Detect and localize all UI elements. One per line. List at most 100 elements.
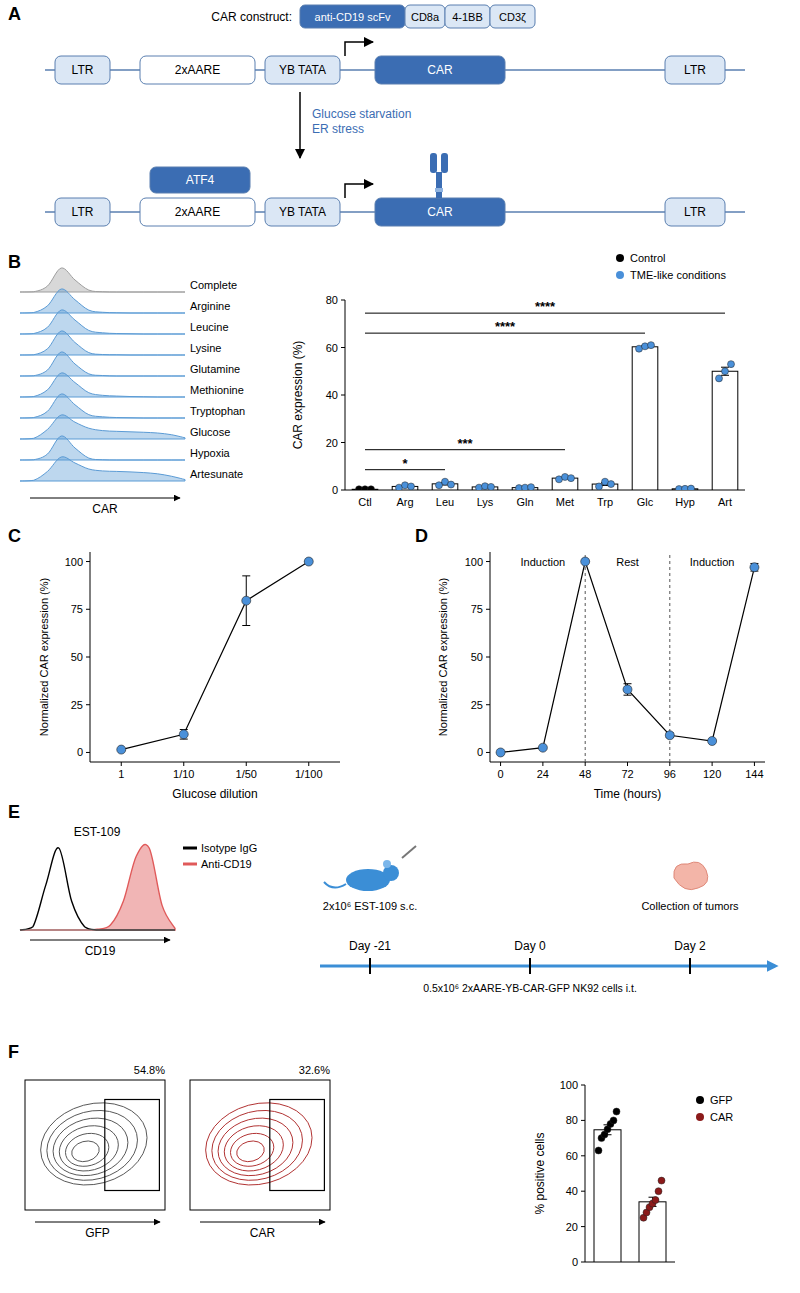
density-area xyxy=(20,268,185,292)
domain-label: CD8a xyxy=(411,11,440,23)
y-tick-label: 80 xyxy=(326,294,338,306)
x-tick-label: Met xyxy=(556,496,574,508)
axis-title: Normalized CAR expression (%) xyxy=(437,578,449,736)
y-tick-label: 40 xyxy=(326,389,338,401)
x-tick xyxy=(121,762,122,766)
error-cap xyxy=(242,575,250,576)
stimulus-label: ER stress xyxy=(312,122,364,136)
stimulus-label: Glucose starvation xyxy=(312,107,411,121)
y-tick-label: 100 xyxy=(465,556,483,568)
point xyxy=(613,1108,620,1115)
point xyxy=(179,730,188,739)
y-tick-label: 0 xyxy=(572,1256,578,1268)
element xyxy=(55,56,110,84)
x-tick-label: 1/50 xyxy=(236,768,257,780)
density-area xyxy=(20,436,185,460)
density-curve xyxy=(20,848,175,930)
y-tick-label: 0 xyxy=(77,746,83,758)
point xyxy=(568,475,575,482)
x-tick-label: 120 xyxy=(703,768,721,780)
contour xyxy=(69,1138,101,1165)
timeline-axis xyxy=(320,965,775,968)
y-tick-label: 80 xyxy=(566,1114,578,1126)
x-tick-label: Ctl xyxy=(358,496,371,508)
y-tick xyxy=(581,1191,585,1192)
contour xyxy=(31,1091,156,1196)
axis-arrow xyxy=(200,1222,325,1223)
point xyxy=(538,743,547,752)
point xyxy=(595,1147,602,1154)
x-tick-label: 96 xyxy=(664,768,676,780)
point xyxy=(688,485,695,490)
line xyxy=(501,562,755,753)
day-label: Day -21 xyxy=(349,939,391,953)
density-area xyxy=(20,457,185,481)
density-area xyxy=(20,289,185,313)
legend-label: CAR xyxy=(710,1111,733,1123)
panel-label: A xyxy=(8,4,21,24)
axis-title: CAR xyxy=(250,1226,276,1240)
element-label: LTR xyxy=(72,63,94,77)
legend-label: Anti-CD19 xyxy=(201,858,252,870)
x-tick xyxy=(308,762,309,766)
element-label: LTR xyxy=(684,205,706,219)
axis-title: Glucose dilution xyxy=(172,787,257,801)
legend-swatch xyxy=(696,1096,704,1104)
timeline-tick xyxy=(369,958,371,974)
mouse-icon xyxy=(324,882,346,888)
x-tick-label: Art xyxy=(718,496,732,508)
event-note: Collection of tumors xyxy=(641,900,739,912)
x-tick-label: Arg xyxy=(396,496,413,508)
gate xyxy=(270,1100,325,1191)
element xyxy=(665,198,725,226)
x-tick-label: 72 xyxy=(621,768,633,780)
x-tick xyxy=(627,762,628,766)
axis-arrow xyxy=(35,1222,160,1223)
factor-label: ATF4 xyxy=(186,173,215,187)
element xyxy=(375,198,505,226)
point xyxy=(722,368,729,375)
point xyxy=(488,483,495,490)
contour xyxy=(47,1110,135,1184)
axis-title: Normalized CAR expression (%) xyxy=(38,578,50,736)
element xyxy=(265,198,340,226)
gate-label: 54.8% xyxy=(134,1064,165,1076)
row-label: Tryptophan xyxy=(190,405,245,417)
element xyxy=(140,198,255,226)
panel-label: F xyxy=(8,1042,19,1062)
figure: ACAR construct:anti-CD19 scFvCD8a4-1BBCD… xyxy=(0,0,800,1293)
point xyxy=(448,481,455,488)
element-label: 2xAARE xyxy=(175,205,220,219)
annotation: Rest xyxy=(616,556,639,568)
point xyxy=(623,685,632,694)
y-tick xyxy=(86,752,90,753)
density-area xyxy=(20,394,185,418)
row-label: Hypoxia xyxy=(190,447,231,459)
error-cap xyxy=(624,683,632,684)
timeline-tick xyxy=(689,958,691,974)
plot-area xyxy=(117,557,314,754)
bar xyxy=(594,1130,621,1262)
y-tick-label: 50 xyxy=(71,651,83,663)
density-area xyxy=(20,331,185,355)
row-label: Glucose xyxy=(190,426,230,438)
x-tick-label: 0 xyxy=(498,768,504,780)
promoter-arrow xyxy=(345,184,373,198)
point xyxy=(608,481,615,488)
plot-area xyxy=(496,552,759,762)
plot-frame xyxy=(25,1080,165,1210)
contour xyxy=(234,1138,266,1165)
y-tick xyxy=(341,395,345,396)
point xyxy=(728,361,735,368)
element-label: 2xAARE xyxy=(175,63,220,77)
y-tick xyxy=(341,442,345,443)
annotation: Induction xyxy=(690,556,735,568)
significance-label: **** xyxy=(535,299,556,314)
legend-label: GFP xyxy=(710,1094,733,1106)
density-area xyxy=(20,415,185,439)
element-label: LTR xyxy=(72,205,94,219)
x-tick-label: 1 xyxy=(118,768,124,780)
y-tick-label: 100 xyxy=(65,556,83,568)
x-axis xyxy=(90,762,340,763)
contour xyxy=(212,1110,300,1184)
